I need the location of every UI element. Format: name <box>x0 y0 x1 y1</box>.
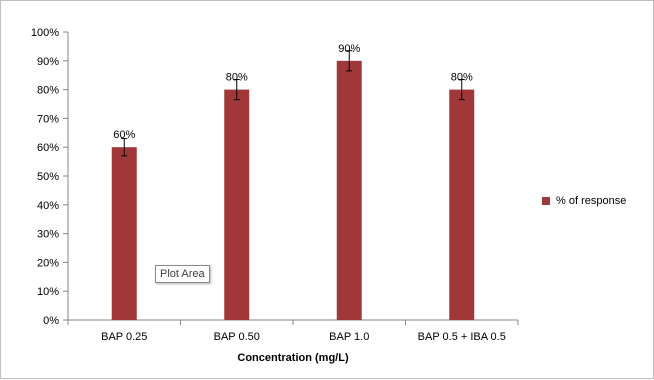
bar[interactable] <box>336 60 362 321</box>
bar[interactable] <box>449 89 475 320</box>
y-tick-label: 40% <box>37 200 59 212</box>
legend-swatch <box>542 197 550 205</box>
y-tick-label: 100% <box>31 27 59 39</box>
data-label: 80% <box>451 72 473 84</box>
y-tick-label: 70% <box>37 113 59 125</box>
legend[interactable]: % of response <box>542 195 626 207</box>
x-tick-label: BAP 0.5 + IBA 0.5 <box>418 331 506 343</box>
x-tick-label: BAP 0.25 <box>101 331 147 343</box>
y-tick-label: 20% <box>37 257 59 269</box>
y-tick-label: 80% <box>37 85 59 97</box>
plot-area-tooltip: Plot Area <box>155 265 210 283</box>
y-tick-label: 10% <box>37 286 59 298</box>
legend-label: % of response <box>556 195 627 207</box>
y-tick-label: 90% <box>37 56 59 68</box>
x-axis-title: Concentration (mg/L) <box>237 352 349 364</box>
data-label: 80% <box>226 72 248 84</box>
bar[interactable] <box>111 147 137 320</box>
y-tick-label: 0% <box>43 315 59 327</box>
y-tick-label: 50% <box>37 171 59 183</box>
data-label: 60% <box>113 129 135 141</box>
y-tick-label: 60% <box>37 142 59 154</box>
bar[interactable] <box>224 89 250 320</box>
x-tick-label: BAP 1.0 <box>329 331 369 343</box>
y-tick-label: 30% <box>37 229 59 241</box>
x-tick-label: BAP 0.50 <box>214 331 260 343</box>
data-label: 90% <box>338 43 360 55</box>
